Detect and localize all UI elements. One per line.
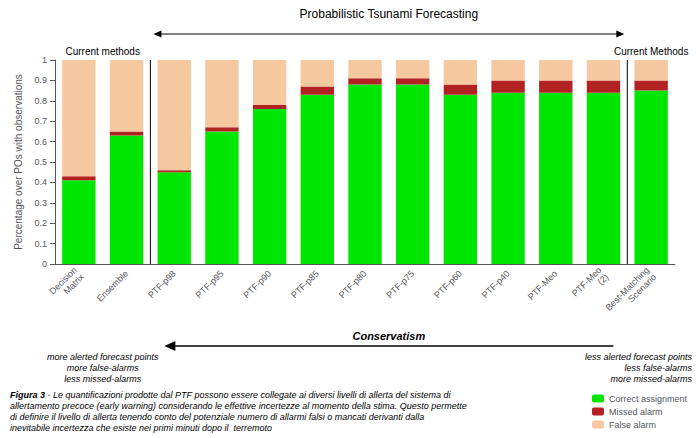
svg-text:0.4: 0.4	[34, 177, 47, 187]
svg-text:PTF-p60: PTF-p60	[432, 268, 464, 300]
svg-text:inevitabile incertezza che esi: inevitabile incertezza che esiste nei pr…	[10, 423, 272, 433]
svg-text:1: 1	[42, 55, 47, 65]
svg-text:Probabilistic Tsunami Forecast: Probabilistic Tsunami Forecasting	[300, 7, 479, 21]
svg-text:PTF-p85: PTF-p85	[289, 268, 321, 300]
svg-text:more missed-alarms: more missed-alarms	[610, 374, 692, 384]
svg-text:Figura 3: Figura 3	[10, 390, 45, 400]
svg-text:0.8: 0.8	[34, 96, 47, 106]
svg-text:Current Methods: Current Methods	[614, 46, 688, 57]
svg-text:PTF-p40: PTF-p40	[480, 268, 512, 300]
svg-text:PTF-p95: PTF-p95	[194, 268, 226, 300]
svg-text:Scenario: Scenario	[626, 272, 658, 304]
svg-text:PTF-p90: PTF-p90	[241, 268, 273, 300]
svg-text:False alarm: False alarm	[609, 420, 656, 430]
svg-text:0.9: 0.9	[34, 75, 47, 85]
svg-text:PTF-Meo: PTF-Meo	[526, 268, 560, 302]
svg-text:less missed-alarms: less missed-alarms	[64, 374, 142, 384]
svg-text:0: 0	[42, 259, 47, 269]
svg-text:Correct assignment: Correct assignment	[609, 394, 688, 404]
svg-text:more false-alarms: more false-alarms	[67, 363, 140, 373]
svg-text:allertamento precoce (early wa: allertamento precoce (early warning) con…	[10, 401, 467, 411]
svg-text:Percentage over POs with obser: Percentage over POs with observations	[13, 74, 24, 250]
svg-text:0.1: 0.1	[34, 239, 47, 249]
svg-text:Current methods: Current methods	[65, 46, 139, 57]
svg-text:Matrix: Matrix	[62, 272, 87, 297]
svg-text:(2): (2)	[596, 272, 611, 287]
svg-text:less alerted forecast points: less alerted forecast points	[585, 352, 693, 362]
svg-text:less false-alarms: less false-alarms	[624, 363, 692, 373]
svg-text:0.3: 0.3	[34, 198, 47, 208]
svg-text:0.5: 0.5	[34, 157, 47, 167]
svg-text:PTF-p98: PTF-p98	[146, 268, 178, 300]
svg-text:Best-Matching: Best-Matching	[603, 264, 652, 313]
svg-text:PTF-p80: PTF-p80	[337, 268, 369, 300]
svg-text:0.2: 0.2	[34, 218, 47, 228]
svg-text:Conservatism: Conservatism	[352, 330, 425, 342]
svg-text:Decision: Decision	[47, 264, 79, 297]
svg-text:Missed alarm: Missed alarm	[609, 407, 663, 417]
svg-text:PTF-p75: PTF-p75	[384, 268, 416, 300]
svg-text:0.6: 0.6	[34, 137, 47, 147]
svg-text:Ensemble: Ensemble	[95, 268, 130, 303]
svg-text:more alerted forecast points: more alerted forecast points	[47, 352, 159, 362]
svg-text:PTF-Meo: PTF-Meo	[569, 264, 604, 299]
svg-text:0.7: 0.7	[34, 116, 47, 126]
svg-text:di definire il livello di alle: di definire il livello di allerta tenend…	[10, 412, 424, 422]
svg-text:- Le quantificazioni prodotte: - Le quantificazioni prodotte dal PTF po…	[45, 390, 452, 400]
